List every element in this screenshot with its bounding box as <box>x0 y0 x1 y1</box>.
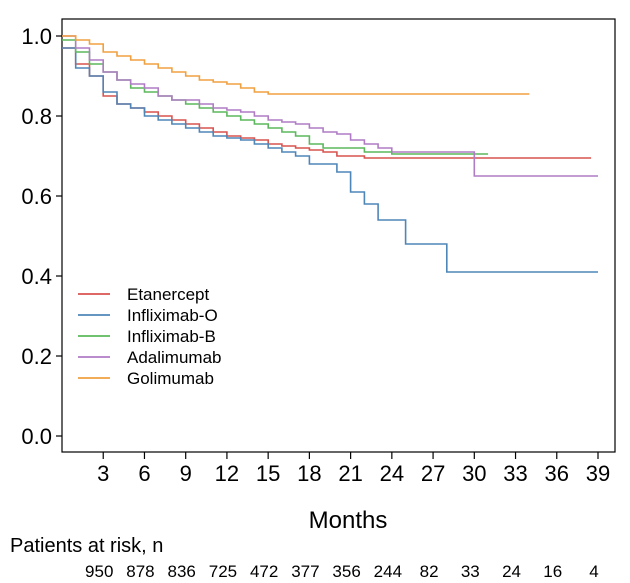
risk-table-value: 4 <box>589 562 598 581</box>
x-tick-label: 15 <box>256 461 280 486</box>
y-tick-label: 1.0 <box>21 24 52 49</box>
y-tick-label: 0.2 <box>21 344 52 369</box>
risk-table-row: 950 878 836 725 472 377 356 244 82 33 24 16 4 <box>85 562 599 581</box>
risk-table-value: 472 <box>250 562 278 581</box>
x-tick-label: 39 <box>586 461 610 486</box>
risk-table-value: 16 <box>543 562 562 581</box>
x-tick-label: 36 <box>545 461 569 486</box>
x-tick-label: 33 <box>503 461 527 486</box>
risk-table-value: 878 <box>126 562 154 581</box>
x-tick-label: 3 <box>97 461 109 486</box>
series-line-adalimumab <box>62 35 598 177</box>
risk-table-value: 725 <box>209 562 237 581</box>
series-layer <box>62 35 598 273</box>
risk-table-value: 24 <box>502 562 521 581</box>
legend-label: Infliximab-B <box>127 327 216 346</box>
legend: Etanercept Infliximab-O Infliximab-B Adalim… <box>78 285 222 388</box>
x-tick-label: 6 <box>138 461 150 486</box>
legend-label: Adalimumab <box>127 348 222 367</box>
x-axis-label: Months <box>309 507 388 534</box>
series-line-golimumab <box>62 35 530 95</box>
x-tick-label: 27 <box>421 461 445 486</box>
risk-table-title: Patients at risk, n <box>10 535 163 557</box>
risk-table-value: 244 <box>374 562 402 581</box>
legend-label: Infliximab-O <box>127 306 218 325</box>
series-line-infliximab-b <box>62 39 489 155</box>
y-tick-label: 0.4 <box>21 264 52 289</box>
risk-table-value: 950 <box>85 562 113 581</box>
x-tick-label: 9 <box>180 461 192 486</box>
x-tick-label: 21 <box>338 461 362 486</box>
legend-label: Golimumab <box>127 369 214 388</box>
y-tick-label: 0.0 <box>21 424 52 449</box>
series-line-infliximab-o <box>62 47 598 273</box>
risk-table-value: 356 <box>332 562 360 581</box>
risk-table-value: 377 <box>291 562 319 581</box>
y-axis: 0.0 0.2 0.4 0.6 0.8 1.0 <box>21 24 62 449</box>
y-tick-label: 0.6 <box>21 184 52 209</box>
risk-table-value: 836 <box>168 562 196 581</box>
risk-table-value: 33 <box>461 562 480 581</box>
x-tick-label: 30 <box>462 461 486 486</box>
y-tick-label: 0.8 <box>21 104 52 129</box>
plot-frame <box>61 18 616 453</box>
x-tick-label: 12 <box>215 461 239 486</box>
x-tick-label: 18 <box>297 461 321 486</box>
x-tick-label: 24 <box>380 461 404 486</box>
risk-table-value: 82 <box>420 562 439 581</box>
legend-label: Etanercept <box>127 285 209 304</box>
x-axis: 3 6 9 12 15 18 21 24 27 30 33 36 39 <box>97 452 610 486</box>
series-line-etanercept <box>62 47 592 159</box>
